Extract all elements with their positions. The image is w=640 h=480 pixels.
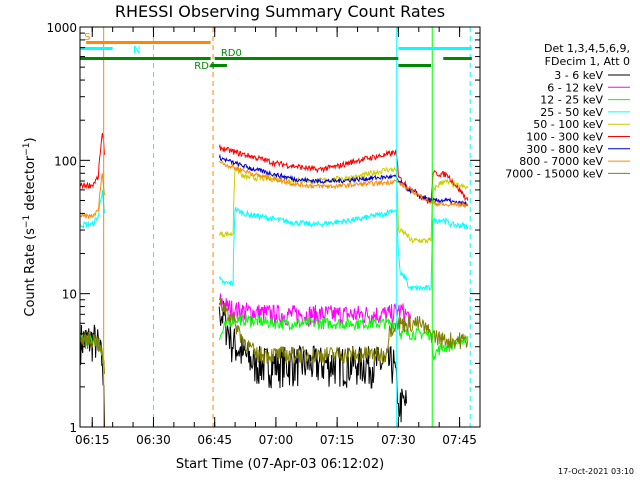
x-tick-label: 07:00 <box>259 433 294 447</box>
y-axis-label-part: Count Rate (s <box>23 228 38 317</box>
y-axis: 1 10 100 1000 <box>46 21 480 435</box>
y-tick-label: 1000 <box>46 21 77 35</box>
legend-entry-label: 12 - 25 keV <box>540 94 603 107</box>
legend-entry-label: 7000 - 15000 keV <box>505 167 603 180</box>
series-line <box>79 189 469 292</box>
x-axis: 06:15 06:30 06:45 07:00 07:15 07:30 07:45 <box>75 27 481 447</box>
x-axis-label: Start Time (07-Apr-03 06:12:02) <box>176 457 384 472</box>
y-tick-label: 100 <box>54 154 77 168</box>
legend-entry-label: 25 - 50 keV <box>540 106 603 119</box>
legend-entry-label: 6 - 12 keV <box>547 81 603 94</box>
series-line <box>218 293 412 328</box>
y-axis-label-exponent: −1 <box>22 215 32 228</box>
y-tick-label: 1 <box>69 421 77 435</box>
legend-entry-label: 50 - 100 keV <box>533 118 603 131</box>
flag-bar-segment <box>210 64 227 67</box>
flag-bar-label: S <box>84 32 90 43</box>
x-tick-label: 07:30 <box>381 433 416 447</box>
flag-bar-segment <box>443 57 472 60</box>
x-tick-label: 06:30 <box>136 433 171 447</box>
legend-entry-label: 100 - 300 keV <box>526 131 603 144</box>
flag-bar-segment <box>86 41 211 44</box>
vertical-markers <box>103 27 471 427</box>
y-axis-label-part: ) <box>23 137 38 142</box>
y-tick-label: 10 <box>62 288 77 302</box>
flag-bars: S N RD0 RD4 <box>80 32 472 72</box>
x-tick-label: 06:15 <box>75 433 110 447</box>
flag-bar-segment <box>398 64 432 67</box>
flag-bar-segment <box>398 47 472 50</box>
y-axis-label-part: detector <box>23 155 38 215</box>
x-tick-label: 07:45 <box>442 433 477 447</box>
y-axis-label-exponent: −1 <box>22 142 32 155</box>
series-line <box>79 160 469 219</box>
legend-entry-label: 300 - 800 keV <box>526 143 603 156</box>
flag-bar-label: RD0 <box>221 48 242 59</box>
footer-date: 17-Oct-2021 03:10 <box>558 467 634 476</box>
y-axis-label: Count Rate (s−1 detector−1) <box>22 137 38 316</box>
plot-frame <box>79 26 481 428</box>
legend-header: Det 1,3,4,5,6,9, <box>544 42 630 55</box>
flag-bar-segment <box>80 57 211 60</box>
flag-bar-label: N <box>133 45 140 56</box>
legend-header: FDecim 1, Att 0 <box>545 55 630 68</box>
flag-bar-label: RD4 <box>194 61 215 72</box>
x-tick-label: 06:45 <box>197 433 232 447</box>
series-line <box>79 297 469 374</box>
plot-area <box>79 133 469 428</box>
chart-title: RHESSI Observing Summary Count Rates <box>115 2 445 21</box>
legend-entry-label: 3 - 6 keV <box>554 69 603 82</box>
legend-entry-label: 800 - 7000 keV <box>519 155 603 168</box>
x-tick-label: 07:15 <box>320 433 355 447</box>
series-line <box>218 153 469 207</box>
flag-bar-segment <box>214 57 399 60</box>
legend: Det 1,3,4,5,6,9, FDecim 1, Att 0 3 - 6 k… <box>505 42 630 180</box>
series-line <box>218 166 469 244</box>
flag-bar-segment <box>80 47 113 50</box>
